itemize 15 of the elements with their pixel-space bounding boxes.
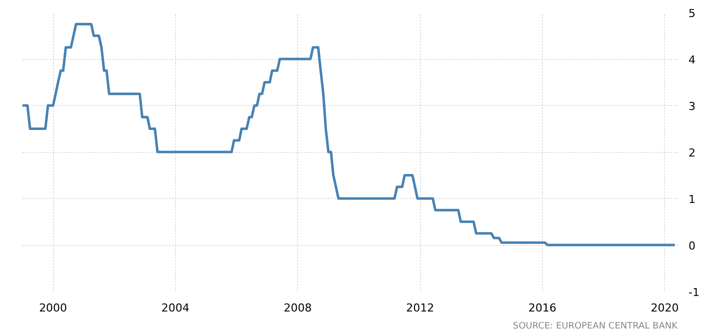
line-series (22, 22, 676, 246)
x-tick-label: 2016 (528, 302, 556, 314)
y-tick-label: 4 (688, 54, 696, 66)
y-tick-label: 1 (688, 193, 696, 206)
y-tick-label: -1 (688, 286, 700, 299)
x-tick-label: 2000 (39, 302, 68, 314)
y-tick-label: 3 (688, 100, 696, 113)
x-tick-label: 2012 (406, 302, 434, 314)
x-tick-label: 2020 (650, 302, 679, 314)
x-tick-label: 2008 (284, 302, 312, 314)
y-tick-label: 0 (688, 240, 696, 252)
x-tick-label: 2004 (161, 302, 190, 314)
y-tick-label: 2 (688, 146, 696, 160)
y-tick-label: 5 (688, 7, 696, 20)
source-note: SOURCE: EUROPEAN CENTRAL BANK (512, 322, 679, 332)
